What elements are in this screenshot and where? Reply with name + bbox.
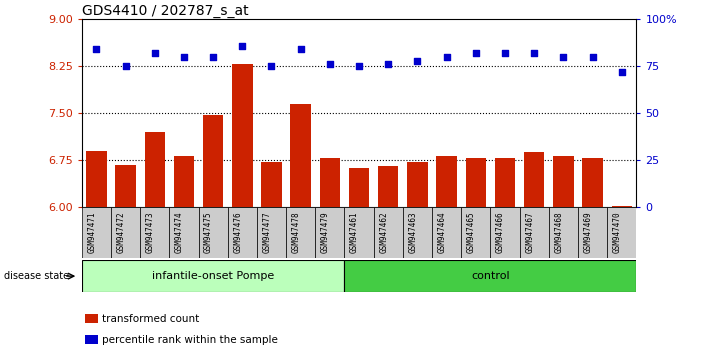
Point (412, 58, 423, 64)
Point (208, 54, 219, 60)
Bar (115, 165, 136, 207)
Bar (374, 207, 403, 258)
Bar (169, 207, 198, 258)
Point (528, 50, 540, 56)
Text: GSM947475: GSM947475 (204, 211, 213, 253)
Bar (228, 207, 257, 258)
Point (91, 47, 102, 52)
Text: disease state: disease state (4, 271, 69, 281)
Bar (520, 207, 549, 258)
Bar (261, 162, 282, 207)
Bar (86, 151, 107, 207)
Bar (432, 207, 461, 258)
Text: GSM947473: GSM947473 (146, 211, 155, 253)
Text: transformed count: transformed count (102, 314, 199, 324)
Text: GSM947469: GSM947469 (584, 211, 592, 253)
Text: GSM947463: GSM947463 (408, 211, 417, 253)
Bar (607, 207, 636, 258)
Text: GSM947468: GSM947468 (555, 211, 563, 253)
Text: GSM947477: GSM947477 (262, 211, 272, 253)
Bar (198, 207, 228, 258)
Text: GSM947470: GSM947470 (613, 211, 621, 253)
Point (266, 64, 277, 69)
Bar (257, 207, 286, 258)
Bar (553, 156, 574, 207)
Bar (344, 207, 374, 258)
Bar (349, 168, 369, 207)
Text: GSM947476: GSM947476 (233, 211, 242, 253)
Bar (437, 156, 457, 207)
Point (149, 50, 161, 56)
Bar (173, 156, 194, 207)
Bar (344, 260, 636, 292)
Text: GSM947461: GSM947461 (350, 211, 359, 253)
Bar (82, 260, 344, 292)
Text: GSM947478: GSM947478 (292, 211, 301, 253)
Text: GSM947474: GSM947474 (175, 211, 184, 253)
Bar (549, 207, 578, 258)
Bar (378, 166, 398, 207)
Point (353, 64, 365, 69)
Point (470, 50, 481, 56)
Point (324, 62, 336, 67)
Bar (578, 207, 607, 258)
Bar (140, 207, 169, 258)
Point (441, 54, 452, 60)
Bar (466, 158, 486, 207)
Text: GSM947464: GSM947464 (437, 211, 447, 253)
Bar (315, 207, 344, 258)
Text: infantile-onset Pompe: infantile-onset Pompe (152, 271, 274, 281)
Point (383, 62, 394, 67)
Bar (524, 152, 545, 207)
Bar (291, 104, 311, 207)
Point (587, 54, 598, 60)
Bar (611, 206, 632, 207)
Bar (111, 207, 140, 258)
Text: GSM947479: GSM947479 (321, 211, 330, 253)
Point (120, 64, 132, 69)
Bar (403, 207, 432, 258)
Bar (286, 207, 315, 258)
Text: GDS4410 / 202787_s_at: GDS4410 / 202787_s_at (82, 5, 248, 18)
Bar (461, 207, 491, 258)
Bar (491, 207, 520, 258)
Bar (82, 207, 111, 258)
Bar (407, 162, 427, 207)
Point (557, 54, 569, 60)
Point (616, 69, 627, 75)
Text: GSM947465: GSM947465 (467, 211, 476, 253)
Text: control: control (471, 271, 510, 281)
Bar (582, 158, 603, 207)
Point (499, 50, 510, 56)
Text: GSM947467: GSM947467 (525, 211, 534, 253)
Text: GSM947472: GSM947472 (117, 211, 126, 253)
Text: percentile rank within the sample: percentile rank within the sample (102, 335, 277, 345)
Bar (203, 115, 223, 207)
Bar (232, 64, 252, 207)
Bar (495, 158, 515, 207)
Bar (144, 132, 165, 207)
Point (295, 47, 306, 52)
Bar (320, 158, 340, 207)
Point (178, 54, 190, 60)
Text: GSM947471: GSM947471 (87, 211, 97, 253)
Text: GSM947462: GSM947462 (379, 211, 388, 253)
Text: GSM947466: GSM947466 (496, 211, 505, 253)
Point (237, 43, 248, 48)
